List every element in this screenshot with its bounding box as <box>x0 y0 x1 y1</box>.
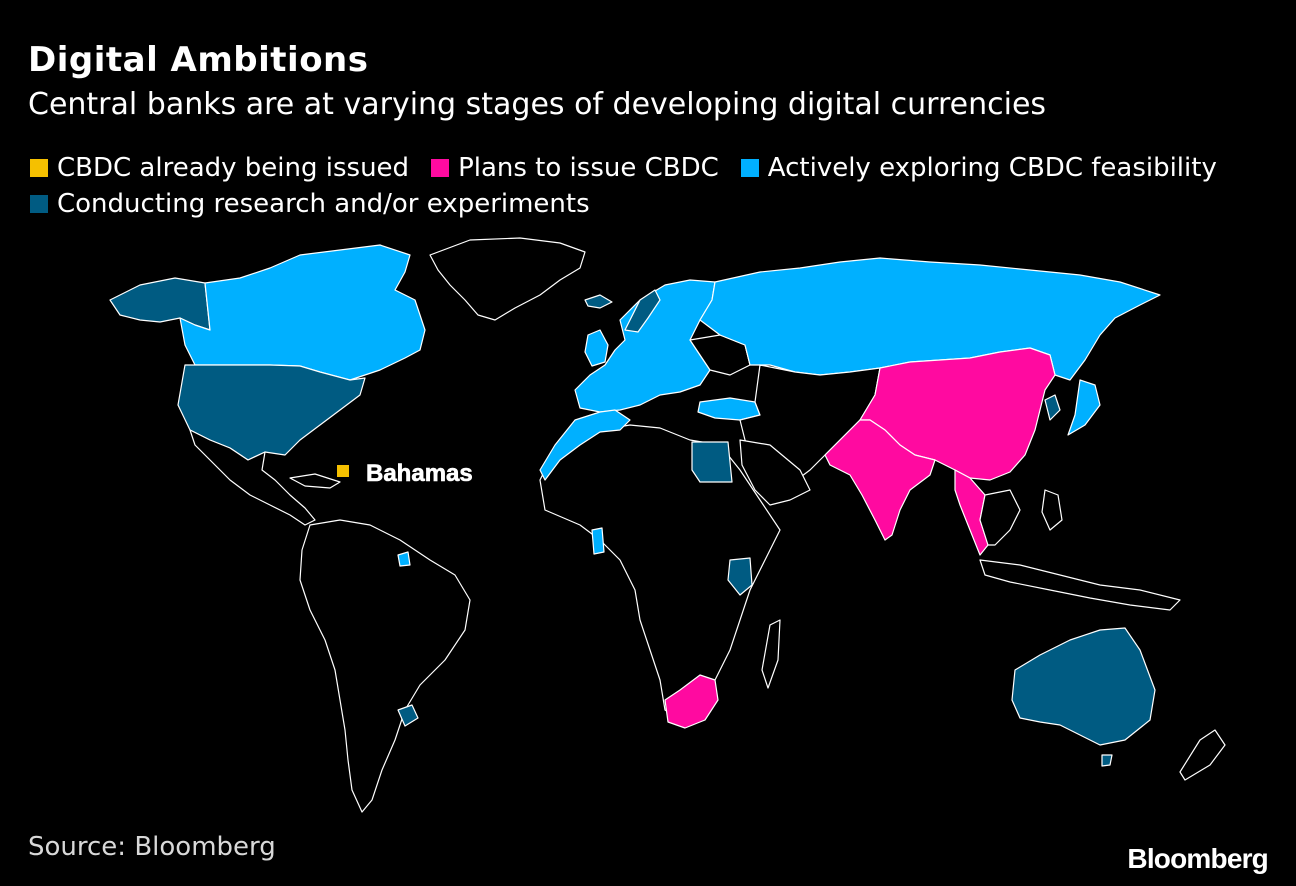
legend-item-exploring: Actively exploring CBDC feasibility <box>740 153 1217 183</box>
legend-item-issued: CBDC already being issued <box>30 153 409 183</box>
bloomberg-logo: Bloomberg <box>1127 843 1268 874</box>
indonesia <box>979 559 1181 611</box>
legend-row-2: Conducting research and/or experiments <box>30 186 1280 222</box>
south-africa <box>664 674 719 729</box>
turkey <box>697 397 761 421</box>
philippines <box>1041 489 1063 531</box>
uruguay <box>397 704 419 727</box>
ghana <box>591 527 605 555</box>
korea <box>1044 394 1061 421</box>
legend-label-issued: CBDC already being issued <box>57 153 410 183</box>
australia <box>1011 627 1156 746</box>
egypt <box>691 441 733 483</box>
new-zealand <box>1179 729 1226 781</box>
japan <box>1067 379 1101 436</box>
legend-item-research: Conducting research and/or experiments <box>30 189 590 219</box>
madagascar <box>761 619 781 689</box>
canada <box>179 244 426 381</box>
world-map: Bahamas <box>109 237 1226 813</box>
bahamas-label: Bahamas <box>366 460 473 487</box>
legend-label-plans: Plans to issue CBDC <box>458 153 719 183</box>
southeast-asia <box>979 489 1021 546</box>
legend-swatch-exploring <box>740 159 759 177</box>
thailand <box>954 469 989 556</box>
united-kingdom <box>584 329 609 367</box>
legend-row-1: CBDC already being issued Plans to issue… <box>30 150 1280 186</box>
kenya <box>727 557 753 596</box>
chart-subtitle: Central banks are at varying stages of d… <box>28 87 1047 122</box>
norway <box>624 289 661 333</box>
mexico-central-america <box>189 429 316 526</box>
europe <box>574 279 716 413</box>
chart-title: Digital Ambitions <box>28 40 369 80</box>
legend-swatch-plans <box>431 159 450 177</box>
legend-swatch-research <box>30 195 48 213</box>
greenland <box>429 237 586 321</box>
north-africa-west <box>539 409 631 481</box>
legend-swatch-issued <box>30 159 48 177</box>
suriname <box>397 551 411 567</box>
bahamas-marker <box>337 465 349 477</box>
source-note: Source: Bloomberg <box>28 832 276 862</box>
iceland <box>584 294 613 309</box>
caribbean-islands <box>289 473 341 489</box>
india <box>824 419 936 541</box>
south-america <box>299 519 471 813</box>
legend-label-exploring: Actively exploring CBDC feasibility <box>767 153 1217 183</box>
legend-item-plans: Plans to issue CBDC <box>431 153 719 183</box>
alaska <box>109 277 211 331</box>
legend-label-research: Conducting research and/or experiments <box>57 189 590 219</box>
arabian-peninsula <box>739 439 811 506</box>
tasmania <box>1101 754 1113 767</box>
legend: CBDC already being issued Plans to issue… <box>30 150 1280 222</box>
